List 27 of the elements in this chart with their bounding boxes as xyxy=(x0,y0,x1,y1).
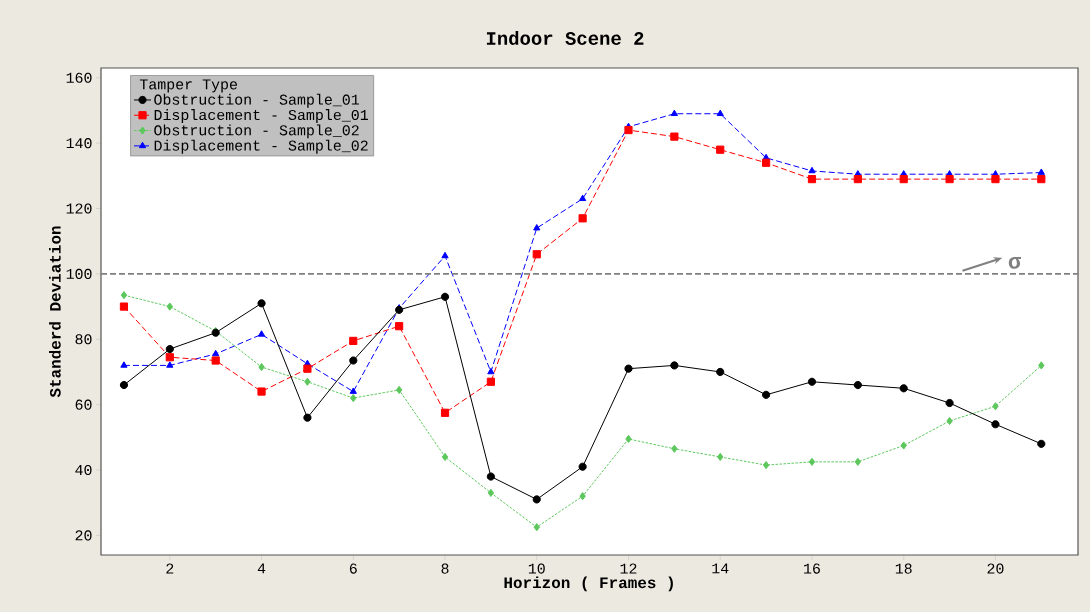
legend-label: Displacement - Sample_02 xyxy=(154,139,368,154)
y-tick-label: 40 xyxy=(75,464,92,476)
x-tick-label: 20 xyxy=(987,563,1004,574)
x-tick-label: 4 xyxy=(257,563,266,574)
legend-title: Tamper Type xyxy=(139,79,237,93)
x-axis-title: Horizon ( Frames ) xyxy=(504,576,673,592)
y-tick-label: 80 xyxy=(75,334,92,345)
y-tick-label: 100 xyxy=(66,268,92,279)
x-tick-label: 18 xyxy=(895,563,912,574)
x-tick-label: 14 xyxy=(712,563,729,574)
x-tick-label: 16 xyxy=(804,563,820,574)
y-tick-label: 160 xyxy=(66,72,92,83)
y-axis-title: Standerd Deviation xyxy=(49,226,61,398)
chart-title: Indoor Scene 2 xyxy=(486,31,644,45)
y-tick-label: 60 xyxy=(75,399,92,410)
legend-label: Displacement - Sample_01 xyxy=(154,109,368,124)
y-tick-label: 140 xyxy=(66,138,92,149)
legend-label: Obstruction - Sample_01 xyxy=(154,93,359,108)
x-tick-label: 6 xyxy=(349,563,357,574)
x-tick-label: 8 xyxy=(441,563,449,574)
x-tick-label: 10 xyxy=(528,563,545,574)
x-tick-label: 2 xyxy=(166,563,174,574)
annotation: σ xyxy=(1008,256,1021,269)
y-tick-label: 20 xyxy=(75,530,92,541)
y-tick-label: 120 xyxy=(66,203,92,214)
legend-label: Obstruction - Sample_02 xyxy=(154,124,359,139)
x-tick-label: 12 xyxy=(620,563,637,574)
